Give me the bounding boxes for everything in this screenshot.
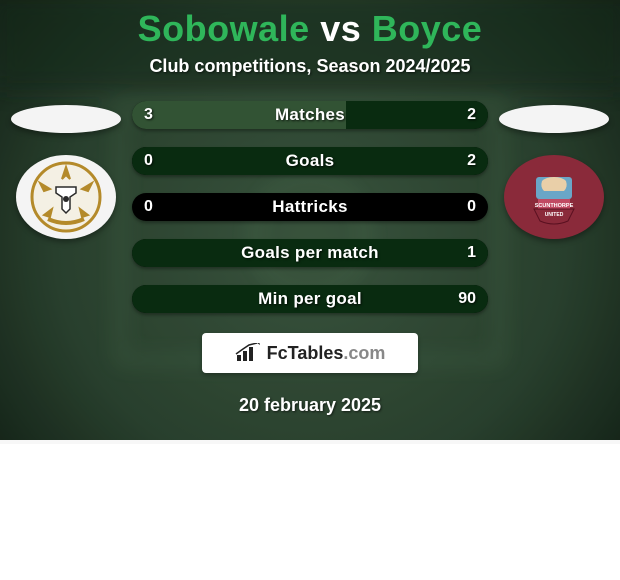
bar-chart-icon xyxy=(235,343,261,363)
stat-left-value xyxy=(132,239,156,267)
left-club-crest xyxy=(16,155,116,239)
comparison-title: Sobowale vs Boyce xyxy=(0,0,620,50)
title-player-right: Boyce xyxy=(372,8,483,49)
stat-left-value: 0 xyxy=(132,193,165,221)
right-flag-placeholder xyxy=(499,105,609,133)
comparison-subtitle: Club competitions, Season 2024/2025 xyxy=(0,56,620,77)
stat-left-value: 0 xyxy=(132,147,165,175)
stat-row: Goals0 2 xyxy=(132,147,488,175)
stat-row: Hattricks0 0 xyxy=(132,193,488,221)
stat-bars: Matches32Goals02Hattricks00Goals per mat… xyxy=(126,101,494,313)
stat-label: Goals xyxy=(132,147,488,175)
stat-label: Goals per match xyxy=(132,239,488,267)
right-player-column: SCUNTHORPE UNITED xyxy=(494,101,614,239)
stat-label: Hattricks xyxy=(132,193,488,221)
stat-right-value: 2 xyxy=(455,101,488,129)
fctables-branding[interactable]: FcTables.com xyxy=(202,333,418,373)
stat-left-value: 3 xyxy=(132,101,165,129)
infographic-card: Sobowale vs Boyce Club competitions, Sea… xyxy=(0,0,620,580)
stat-row: Goals per match1 xyxy=(132,239,488,267)
stat-row: Matches3 2 xyxy=(132,101,488,129)
branding-text: FcTables.com xyxy=(267,343,386,364)
stat-left-value xyxy=(132,285,156,313)
stat-label: Min per goal xyxy=(132,285,488,313)
title-player-left: Sobowale xyxy=(138,8,310,49)
right-crest-text: SCUNTHORPE xyxy=(535,203,574,209)
stat-right-value: 1 xyxy=(455,239,488,267)
svg-text:UNITED: UNITED xyxy=(545,212,564,218)
left-flag-placeholder xyxy=(11,105,121,133)
stat-right-value: 90 xyxy=(446,285,488,313)
stat-right-value: 0 xyxy=(455,193,488,221)
infographic-date: 20 february 2025 xyxy=(0,395,620,416)
stat-right-value: 2 xyxy=(455,147,488,175)
right-club-crest: SCUNTHORPE UNITED xyxy=(504,155,604,239)
stat-label: Matches xyxy=(132,101,488,129)
stat-row: Min per goal90 xyxy=(132,285,488,313)
title-vs: vs xyxy=(320,8,361,49)
left-player-column xyxy=(6,101,126,239)
